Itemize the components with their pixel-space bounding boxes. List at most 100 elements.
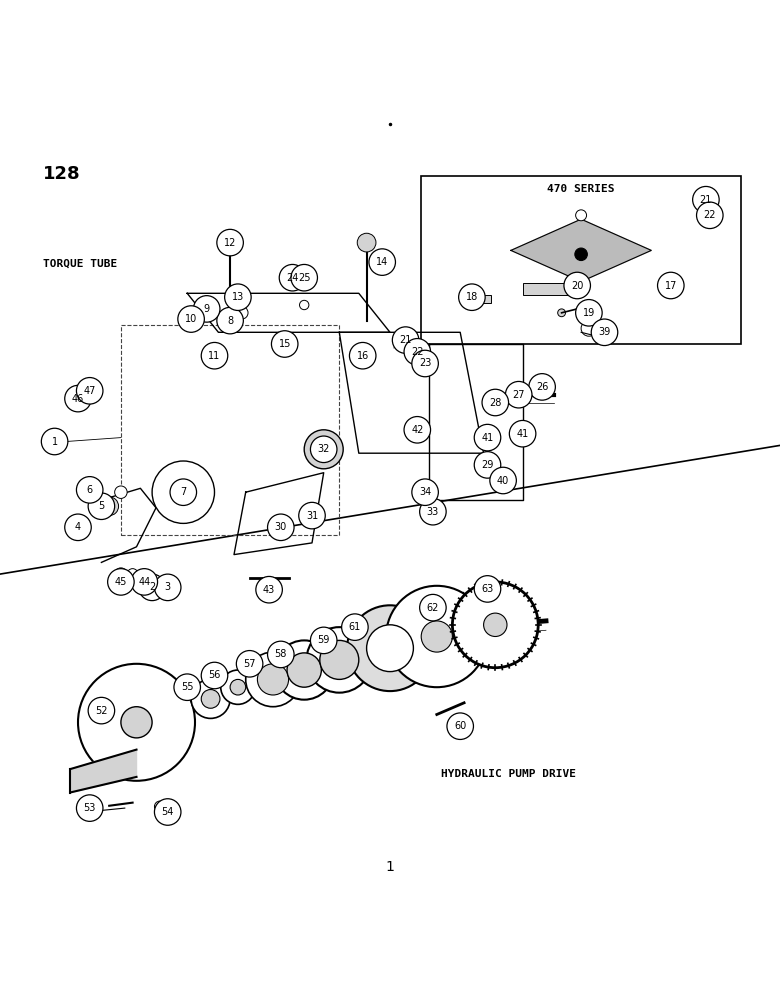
Circle shape <box>178 306 204 332</box>
Circle shape <box>271 331 298 357</box>
Circle shape <box>412 350 438 377</box>
FancyBboxPatch shape <box>421 176 741 344</box>
Circle shape <box>88 493 115 520</box>
Circle shape <box>291 264 317 291</box>
Circle shape <box>697 202 723 229</box>
Circle shape <box>65 385 91 412</box>
Circle shape <box>76 378 103 404</box>
Circle shape <box>121 707 152 738</box>
Text: 3: 3 <box>165 582 171 592</box>
Circle shape <box>88 697 115 724</box>
Text: 57: 57 <box>243 659 256 669</box>
Text: 47: 47 <box>83 386 96 396</box>
Text: 13: 13 <box>232 292 244 302</box>
Text: 40: 40 <box>497 476 509 486</box>
Circle shape <box>139 574 165 601</box>
Circle shape <box>225 284 251 310</box>
Circle shape <box>246 652 300 707</box>
Circle shape <box>509 420 536 447</box>
Circle shape <box>452 582 538 668</box>
Circle shape <box>154 799 181 825</box>
Circle shape <box>201 690 220 708</box>
Text: 62: 62 <box>427 603 439 613</box>
Circle shape <box>83 385 96 397</box>
Text: 2: 2 <box>149 582 155 592</box>
Circle shape <box>490 467 516 494</box>
Circle shape <box>100 497 119 516</box>
Circle shape <box>658 272 684 299</box>
Text: 55: 55 <box>181 682 193 692</box>
Text: 16: 16 <box>356 351 369 361</box>
Circle shape <box>412 479 438 505</box>
Text: 1: 1 <box>385 860 395 874</box>
Text: 19: 19 <box>583 308 595 318</box>
Text: 11: 11 <box>208 351 221 361</box>
Circle shape <box>392 327 419 353</box>
Text: 24: 24 <box>286 273 299 283</box>
Circle shape <box>170 479 197 505</box>
Circle shape <box>115 486 127 498</box>
Circle shape <box>369 249 395 275</box>
Circle shape <box>404 417 431 443</box>
Circle shape <box>310 627 337 654</box>
Circle shape <box>217 229 243 256</box>
Text: 21: 21 <box>399 335 412 345</box>
Circle shape <box>404 339 431 365</box>
Circle shape <box>459 284 485 310</box>
Text: 61: 61 <box>349 622 361 632</box>
Text: 12: 12 <box>224 238 236 248</box>
Text: 23: 23 <box>419 359 431 368</box>
Circle shape <box>236 651 263 677</box>
Circle shape <box>386 586 488 687</box>
Circle shape <box>279 264 306 291</box>
Circle shape <box>320 640 359 679</box>
Circle shape <box>304 430 343 469</box>
Text: 18: 18 <box>466 292 478 302</box>
Circle shape <box>41 428 68 455</box>
Circle shape <box>76 795 103 821</box>
Text: 22: 22 <box>704 210 716 220</box>
Text: 42: 42 <box>411 425 424 435</box>
Text: 27: 27 <box>512 390 525 400</box>
Circle shape <box>474 452 501 478</box>
Circle shape <box>275 640 334 700</box>
Circle shape <box>193 296 220 322</box>
Polygon shape <box>70 750 136 792</box>
Text: 53: 53 <box>83 803 96 813</box>
Text: 63: 63 <box>481 584 494 594</box>
Text: 15: 15 <box>278 339 291 349</box>
Circle shape <box>484 613 507 637</box>
Text: 28: 28 <box>489 397 502 408</box>
Circle shape <box>201 662 228 689</box>
Bar <box>480 295 491 303</box>
Circle shape <box>221 670 255 704</box>
Text: 34: 34 <box>419 487 431 497</box>
Text: 6: 6 <box>87 485 93 495</box>
Circle shape <box>154 801 165 812</box>
Circle shape <box>564 272 590 299</box>
Circle shape <box>420 498 446 525</box>
Circle shape <box>357 233 376 252</box>
Circle shape <box>367 625 413 672</box>
Polygon shape <box>511 219 651 282</box>
Text: 52: 52 <box>95 706 108 716</box>
Text: 46: 46 <box>72 394 84 404</box>
Text: 26: 26 <box>536 382 548 392</box>
Circle shape <box>78 664 195 781</box>
Circle shape <box>307 627 372 693</box>
Circle shape <box>131 569 158 595</box>
Text: 21: 21 <box>700 195 712 205</box>
Circle shape <box>268 514 294 541</box>
Circle shape <box>73 393 83 404</box>
Circle shape <box>558 309 565 317</box>
Text: 25: 25 <box>298 273 310 283</box>
Text: 44: 44 <box>138 577 151 587</box>
Text: 7: 7 <box>180 487 186 497</box>
Circle shape <box>201 342 228 369</box>
Text: 31: 31 <box>306 511 318 521</box>
Text: 39: 39 <box>598 327 611 337</box>
Text: 45: 45 <box>115 577 127 587</box>
Text: 17: 17 <box>665 281 677 291</box>
Circle shape <box>576 210 587 221</box>
Circle shape <box>474 576 501 602</box>
